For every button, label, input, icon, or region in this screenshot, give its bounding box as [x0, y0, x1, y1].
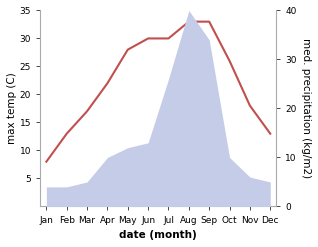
Y-axis label: max temp (C): max temp (C) — [7, 73, 17, 144]
Y-axis label: med. precipitation (kg/m2): med. precipitation (kg/m2) — [301, 38, 311, 179]
X-axis label: date (month): date (month) — [120, 230, 197, 240]
